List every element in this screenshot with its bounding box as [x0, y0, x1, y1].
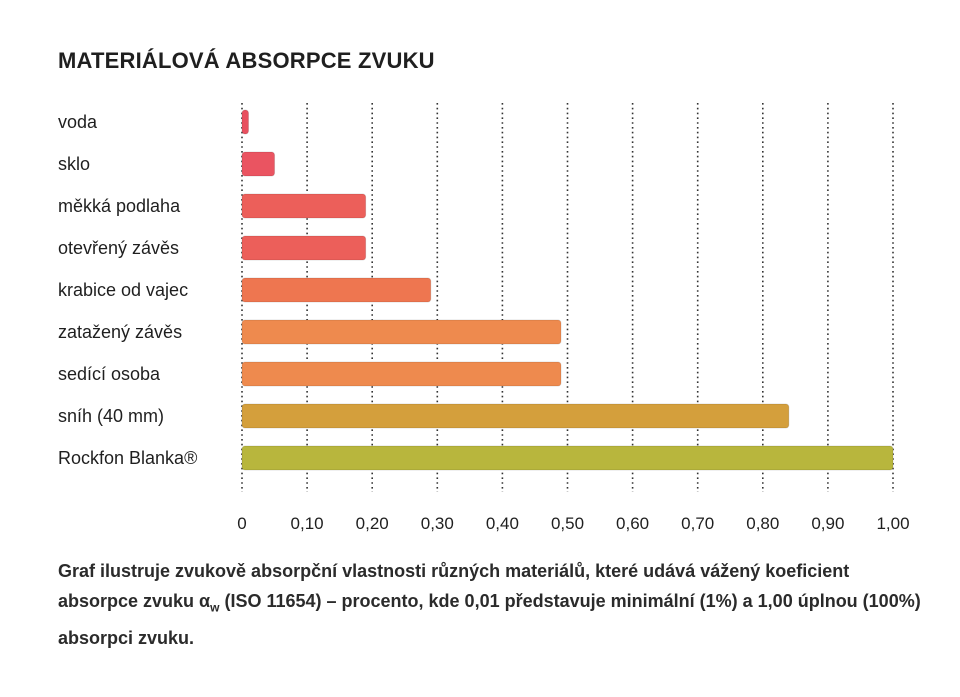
- category-label: Rockfon Blanka®: [58, 448, 197, 468]
- bar: [241, 403, 790, 429]
- category-label: sníh (40 mm): [58, 406, 164, 426]
- caption-text-1: Graf ilustruje zvukově absorpční vlastno…: [58, 561, 850, 611]
- bar: [241, 193, 367, 219]
- x-tick-label: 0,80: [746, 514, 779, 533]
- x-tick-labels: 0 0,10 0,20 0,30 0,40 0,50 0,60 0,70 0,80 0,90 1,0…: [237, 514, 909, 533]
- category-label: měkká podlaha: [58, 196, 181, 216]
- x-tick-label: 0,50: [551, 514, 584, 533]
- bar: [241, 151, 276, 177]
- chart-caption: Graf ilustruje zvukově absorpční vlastno…: [58, 556, 928, 653]
- x-tick-label: 0,60: [616, 514, 649, 533]
- bar: [241, 277, 432, 303]
- category-label: voda: [58, 112, 98, 132]
- bar: [241, 445, 894, 471]
- x-tick-label: 0: [237, 514, 246, 533]
- caption-subscript: w: [210, 600, 220, 615]
- x-tick-label: 0,70: [681, 514, 714, 533]
- category-label: sedící osoba: [58, 364, 161, 384]
- bar: [241, 319, 562, 345]
- bar: [241, 361, 562, 387]
- chart-title: MATERIÁLOVÁ ABSORPCE ZVUKU: [58, 48, 435, 73]
- x-tick-label: 0,30: [421, 514, 454, 533]
- category-label: sklo: [58, 154, 90, 174]
- category-labels: voda sklo měkká podlaha otevřený závěs krabi…: [58, 112, 197, 468]
- bar: [241, 235, 367, 261]
- category-label: zatažený závěs: [58, 322, 182, 342]
- category-label: krabice od vajec: [58, 280, 188, 300]
- category-label: otevřený závěs: [58, 238, 179, 258]
- x-tick-label: 0,20: [356, 514, 389, 533]
- bars: [241, 109, 894, 471]
- x-tick-label: 0,40: [486, 514, 519, 533]
- caption-text-2: (ISO 11654) – procento, kde 0,01 předsta…: [58, 591, 921, 648]
- x-tick-label: 0,10: [291, 514, 324, 533]
- x-tick-label: 0,90: [811, 514, 844, 533]
- x-tick-label: 1,00: [876, 514, 909, 533]
- bar: [241, 109, 250, 135]
